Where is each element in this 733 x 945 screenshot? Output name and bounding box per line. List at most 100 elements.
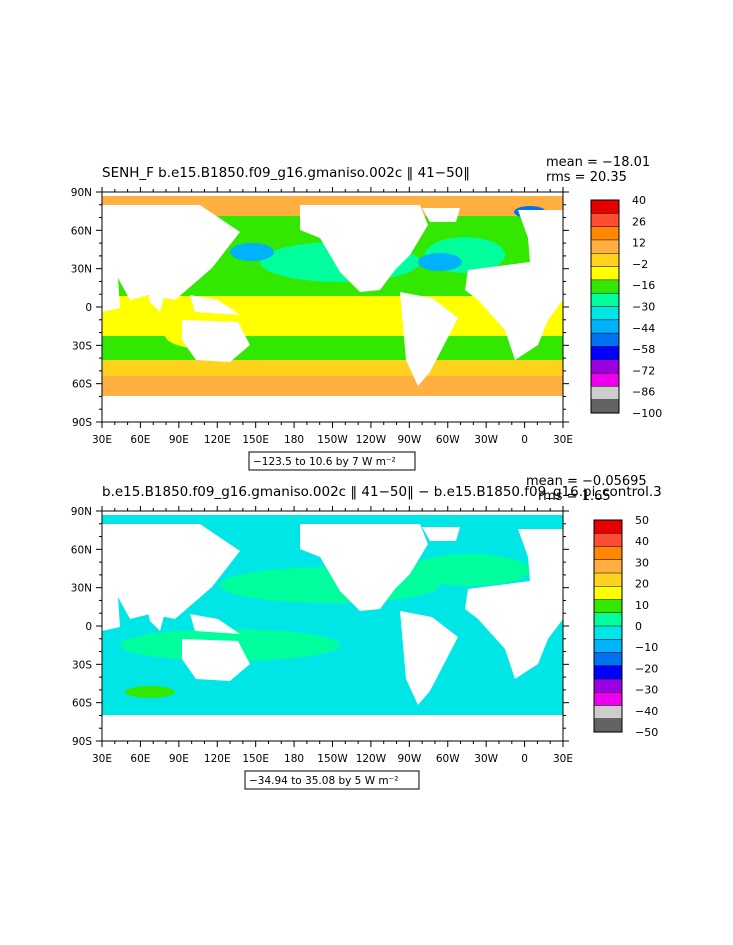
y-tick-label: 60S <box>72 698 92 710</box>
colorbar-label: −72 <box>632 364 655 377</box>
x-tick-label: 90E <box>169 434 189 446</box>
colorbar-label: −16 <box>632 279 655 292</box>
colorbar-swatch <box>590 266 620 281</box>
x-tick-label: 60E <box>130 753 150 765</box>
colorbar-label: 50 <box>635 514 649 527</box>
x-tick-label: 30E <box>553 434 573 446</box>
panel-1-title: SENH_F b.e15.B1850.f09_g16.gmaniso.002c … <box>102 165 470 181</box>
colorbar-swatch <box>590 199 620 214</box>
panel-1-southern-ocean-band <box>102 376 563 396</box>
x-tick-label: 150W <box>317 434 348 446</box>
panel-1-map <box>102 192 563 422</box>
colorbar-swatch <box>590 332 620 347</box>
x-tick-label: 120W <box>356 434 387 446</box>
x-tick-label: 90W <box>397 753 421 765</box>
y-tick-label: 30N <box>71 583 92 595</box>
colorbar-label: −10 <box>635 641 658 654</box>
y-tick-label: 0 <box>85 302 92 314</box>
colorbar-swatch <box>590 213 620 228</box>
colorbar-label: −20 <box>635 662 658 675</box>
panel-2-map <box>102 511 563 741</box>
colorbar-swatch <box>593 612 623 627</box>
colorbar-swatch <box>590 346 620 361</box>
x-tick-label: 0 <box>521 434 528 446</box>
colorbar-label: −58 <box>632 343 655 356</box>
x-tick-label: 60E <box>130 434 150 446</box>
y-tick-label: 90N <box>71 187 92 199</box>
panel-1: SENH_F b.e15.B1850.f09_g16.gmaniso.002c … <box>71 155 662 471</box>
panel-2-title: b.e15.B1850.f09_g16.gmaniso.002c ‖ 41−50… <box>102 484 662 500</box>
colorbar-label: 40 <box>632 194 646 207</box>
colorbar-frame <box>593 519 623 733</box>
colorbar-label: −2 <box>632 258 648 271</box>
panel-1-y-axis: 90N 60N 30N 0 30S 60S 90S <box>71 187 569 429</box>
colorbar-swatch <box>590 226 620 241</box>
colorbar-frame <box>590 199 620 414</box>
colorbar-swatch <box>590 253 620 268</box>
colorbar-swatch <box>590 279 620 294</box>
y-tick-label: 30S <box>72 659 92 671</box>
colorbar-swatch <box>593 519 623 534</box>
panel-2-colorbar: 50 40 30 20 10 0 −10 −20 −30 −40 −50 <box>593 514 658 739</box>
x-tick-label: 30E <box>553 753 573 765</box>
x-tick-label: 150E <box>242 434 269 446</box>
panel-2-atlantic-patch <box>410 554 530 586</box>
colorbar-swatch <box>593 533 623 548</box>
colorbar-swatch <box>593 599 623 614</box>
panel-2-mean: mean = −0.05695 <box>526 474 647 489</box>
colorbar-label: −40 <box>635 705 658 718</box>
x-tick-label: 60W <box>436 434 460 446</box>
colorbar-label: −30 <box>632 301 655 314</box>
panel-1-land <box>102 205 563 386</box>
x-tick-label: 120E <box>204 753 231 765</box>
colorbar-swatch <box>590 386 620 401</box>
colorbar-label: −86 <box>632 386 655 399</box>
colorbar-swatch <box>593 586 623 601</box>
panel-2: b.e15.B1850.f09_g16.gmaniso.002c ‖ 41−50… <box>71 474 662 790</box>
colorbar-swatch <box>593 639 623 654</box>
panel-1-range-label: −123.5 to 10.6 by 7 W m⁻² <box>253 456 396 468</box>
panel-1-range-box <box>248 451 416 471</box>
colorbar-label: 40 <box>635 535 649 548</box>
colorbar-label: 10 <box>635 599 649 612</box>
colorbar-swatch <box>593 625 623 640</box>
x-tick-label: 90W <box>397 434 421 446</box>
panel-1-antarctica <box>102 396 563 422</box>
panel-2-range-label: −34.94 to 35.08 by 5 W m⁻² <box>249 775 398 787</box>
colorbar-label: −44 <box>632 322 655 335</box>
colorbar-label: 30 <box>635 556 649 569</box>
colorbar-swatch <box>593 572 623 587</box>
x-tick-label: 150E <box>242 753 269 765</box>
y-tick-label: 60S <box>72 379 92 391</box>
panel-2-y-axis: 90N 60N 30N 0 30S 60S 90S <box>71 506 569 748</box>
colorbar-swatch <box>593 705 623 720</box>
y-tick-label: 0 <box>85 621 92 633</box>
x-tick-label: 60W <box>436 753 460 765</box>
x-tick-label: 180 <box>284 434 304 446</box>
panel-2-land <box>102 524 563 705</box>
y-tick-label: 90S <box>72 736 92 748</box>
panel-1-x-axis: 30E 60E 90E 120E 150E 180 150W 120W 90W 60W 30W 0 30… <box>92 187 573 446</box>
colorbar-swatch <box>593 665 623 680</box>
x-tick-label: 120E <box>204 434 231 446</box>
panel-2-antarctica <box>102 715 563 741</box>
colorbar-swatch <box>590 359 620 374</box>
y-tick-label: 30N <box>71 264 92 276</box>
y-tick-label: 60N <box>71 225 92 237</box>
colorbar-swatch <box>593 692 623 707</box>
colorbar-swatch <box>590 319 620 334</box>
colorbar-label: −100 <box>632 407 662 420</box>
y-tick-label: 30S <box>72 340 92 352</box>
panel-2-hotspot <box>125 686 175 698</box>
colorbar-swatch <box>593 559 623 574</box>
colorbar-swatch <box>590 292 620 308</box>
x-tick-label: 150W <box>317 753 348 765</box>
colorbar-label: 26 <box>632 215 646 228</box>
colorbar-swatch <box>590 399 620 414</box>
colorbar-swatch <box>593 546 623 561</box>
colorbar-label: −30 <box>635 684 658 697</box>
colorbar-label: 12 <box>632 237 646 250</box>
y-tick-label: 60N <box>71 544 92 556</box>
colorbar-swatch <box>593 718 623 733</box>
